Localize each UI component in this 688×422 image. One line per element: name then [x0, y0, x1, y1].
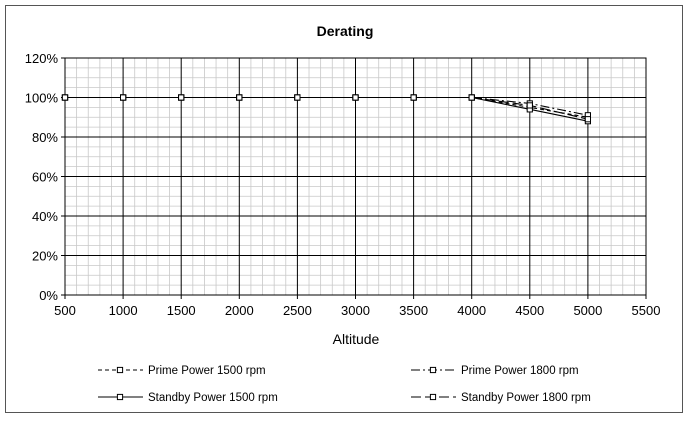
x-axis-ticks: 500 1000 1500 2000 2500 3000 3500 4000 4500 5000 5… [54, 295, 660, 318]
legend-label: Standby Power 1500 rpm [148, 392, 278, 404]
x-tick-label: 5500 [632, 303, 661, 318]
series-line [65, 96, 589, 120]
legend-item: Standby Power 1800 rpm [411, 392, 591, 404]
x-tick-label: 500 [54, 303, 76, 318]
data-point [236, 94, 243, 101]
derating-chart: Derating 0% 20% 40% 60% 80% 100% 120% 500 1000 1… [25, 23, 661, 404]
x-tick-label: 4500 [515, 303, 544, 318]
data-point [352, 94, 359, 101]
legend-swatch-marker [116, 366, 124, 374]
y-tick-label: 60% [32, 170, 58, 185]
y-tick-label: 0% [39, 288, 58, 303]
series-layer [61, 94, 591, 125]
x-tick-label: 5000 [573, 303, 602, 318]
x-tick-label: 4000 [457, 303, 486, 318]
x-tick-label: 1500 [167, 303, 196, 318]
data-point [178, 94, 185, 101]
data-point [410, 94, 417, 101]
data-point [468, 94, 475, 101]
y-tick-label: 80% [32, 130, 58, 145]
x-tick-label: 1000 [109, 303, 138, 318]
legend-label: Prime Power 1800 rpm [461, 365, 579, 377]
chart-title: Derating [317, 23, 374, 39]
data-point [294, 94, 301, 101]
x-tick-label: 3000 [341, 303, 370, 318]
chart-frame: Derating 0% 20% 40% 60% 80% 100% 120% 500 1000 1… [5, 5, 683, 413]
x-tick-label: 3500 [399, 303, 428, 318]
legend-item: Prime Power 1500 rpm [98, 365, 266, 377]
y-tick-label: 40% [32, 209, 58, 224]
legend-label: Standby Power 1800 rpm [461, 392, 591, 404]
x-tick-label: 2500 [283, 303, 312, 318]
legend-swatch-marker [116, 393, 124, 401]
y-tick-label: 20% [32, 249, 58, 264]
y-axis-ticks: 0% 20% 40% 60% 80% 100% 120% [25, 51, 65, 303]
legend-swatch-marker [429, 366, 437, 374]
series-4 [61, 94, 591, 123]
y-tick-label: 120% [25, 51, 59, 66]
legend-label: Prime Power 1500 rpm [148, 365, 266, 377]
x-axis-label: Altitude [333, 331, 380, 347]
data-point [526, 102, 533, 109]
legend-item: Standby Power 1500 rpm [98, 392, 278, 404]
legend-item: Prime Power 1800 rpm [411, 365, 579, 377]
data-point [584, 116, 591, 123]
legend: Prime Power 1500 rpm Prime Power 1800 rpm… [98, 365, 591, 404]
legend-swatch-marker [429, 393, 437, 401]
x-tick-label: 2000 [225, 303, 254, 318]
y-tick-label: 100% [25, 91, 59, 106]
data-point [61, 94, 69, 101]
data-point [120, 94, 127, 101]
